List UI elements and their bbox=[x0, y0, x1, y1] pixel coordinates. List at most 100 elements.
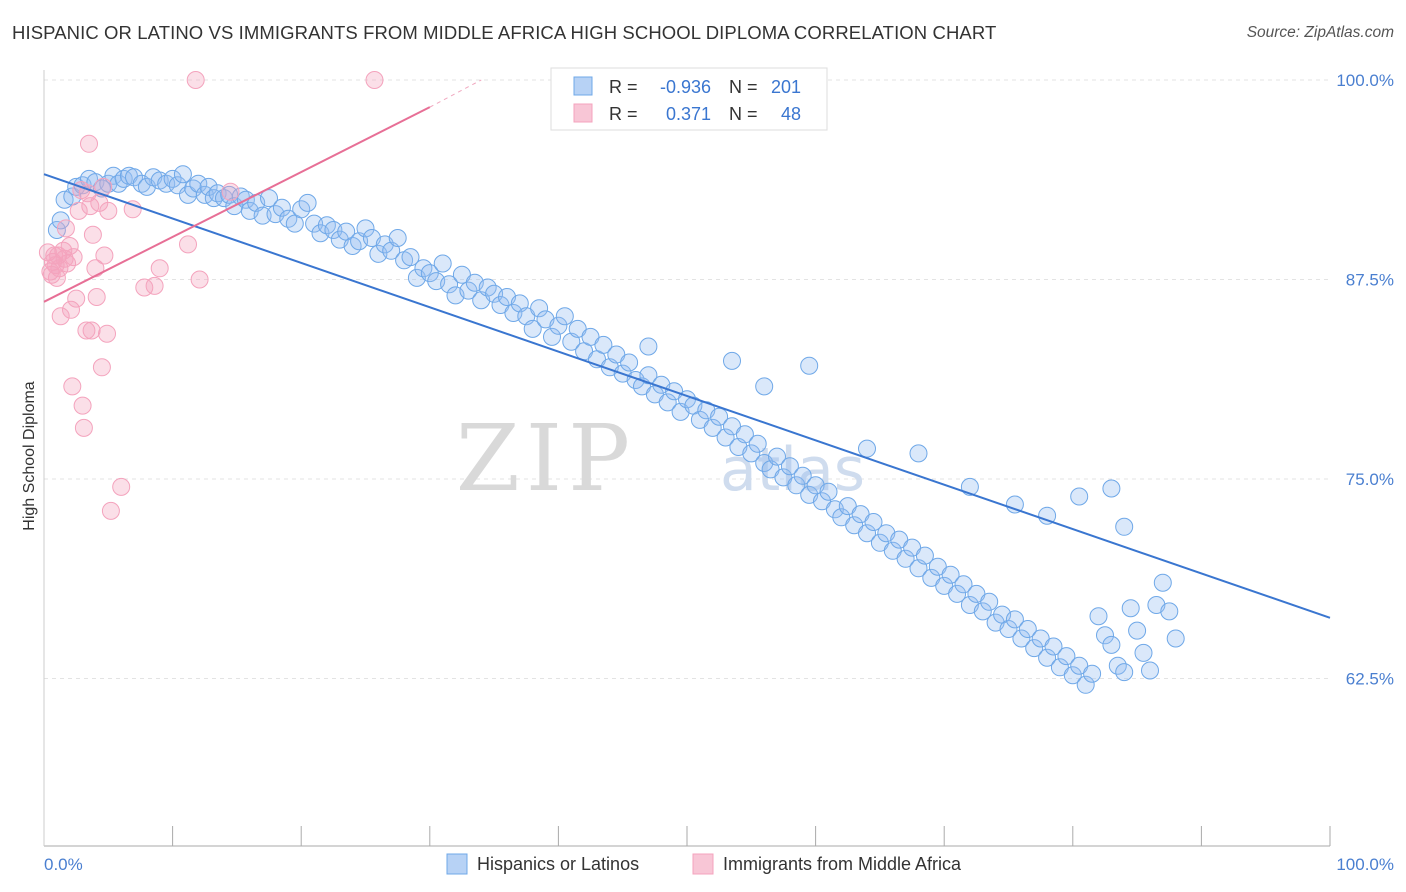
legend-r-value-blue: -0.936 bbox=[660, 77, 711, 97]
hispanic-point-15 bbox=[132, 174, 151, 193]
middle-africa-point-15 bbox=[62, 300, 80, 319]
hispanic-point-121 bbox=[793, 466, 812, 485]
middle-africa-point-19 bbox=[69, 201, 88, 220]
hispanic-trend-line bbox=[43, 173, 1331, 619]
hispanic-point-187 bbox=[1005, 495, 1024, 514]
hispanic-point-178 bbox=[1160, 602, 1179, 621]
correlation-legend: R = -0.936 N = 201 R = 0.371 N = 48 bbox=[550, 67, 828, 131]
legend-r-value-pink: 0.371 bbox=[666, 104, 711, 124]
hispanic-point-66 bbox=[440, 275, 459, 294]
hispanic-point-105 bbox=[690, 410, 709, 429]
hispanic-point-171 bbox=[1115, 663, 1134, 682]
middle-africa-point-30 bbox=[87, 288, 106, 306]
source-label: Source: ZipAtlas.com bbox=[1246, 24, 1394, 41]
hispanic-point-86 bbox=[568, 319, 587, 338]
hispanic-point-82 bbox=[543, 327, 561, 346]
hispanic-point-83 bbox=[549, 316, 568, 335]
hispanic-point-130 bbox=[851, 505, 870, 524]
middle-africa-point-28 bbox=[83, 225, 102, 244]
watermark-zip: ZIP bbox=[456, 405, 636, 512]
y-tick-label-0: 62.5% bbox=[1346, 669, 1394, 688]
hispanic-point-138 bbox=[903, 538, 922, 557]
legend-box bbox=[550, 67, 828, 131]
hispanic-point-173 bbox=[1128, 621, 1147, 640]
legend-r-label-pink: R = bbox=[609, 104, 638, 124]
hispanic-point-40 bbox=[272, 198, 291, 217]
hispanic-point-100 bbox=[658, 393, 677, 412]
middle-africa-point-27 bbox=[82, 321, 101, 340]
hispanic-point-120 bbox=[787, 476, 806, 495]
watermark: ZIP atlas bbox=[456, 405, 865, 512]
hispanic-point-44 bbox=[298, 193, 317, 212]
hispanic-point-162 bbox=[1057, 647, 1076, 666]
hispanic-point-129 bbox=[845, 516, 864, 535]
hispanic-point-117 bbox=[768, 447, 786, 466]
chart-title: HISPANIC OR LATINO VS IMMIGRANTS FROM MI… bbox=[12, 22, 997, 43]
hispanic-point-189 bbox=[1070, 487, 1089, 506]
hispanic-point-140 bbox=[915, 546, 934, 565]
middle-africa-point-9 bbox=[51, 307, 70, 326]
hispanic-point-154 bbox=[1005, 610, 1024, 629]
hispanic-point-90 bbox=[594, 335, 613, 354]
hispanic-point-37 bbox=[253, 206, 272, 225]
hispanic-point-172 bbox=[1121, 599, 1140, 618]
hispanic-point-84 bbox=[555, 307, 574, 326]
middle-africa-point-41 bbox=[145, 276, 164, 295]
hispanic-point-146 bbox=[954, 575, 973, 594]
hispanic-point-159 bbox=[1038, 648, 1057, 667]
hispanic-point-190 bbox=[1102, 479, 1121, 498]
hispanic-point-166 bbox=[1083, 664, 1102, 683]
hispanic-point-136 bbox=[890, 530, 909, 549]
hispanic-point-132 bbox=[864, 513, 883, 531]
hispanic-point-38 bbox=[260, 189, 278, 208]
hispanic-point-188 bbox=[1038, 506, 1057, 525]
hispanic-point-107 bbox=[703, 418, 722, 437]
grid-lines bbox=[44, 79, 1330, 679]
hispanic-point-158 bbox=[1031, 629, 1050, 648]
y-tick-label-3: 100.0% bbox=[1336, 71, 1394, 90]
hispanic-point-160 bbox=[1044, 637, 1063, 656]
hispanic-point-145 bbox=[948, 584, 967, 603]
middle-africa-point-14 bbox=[60, 237, 79, 255]
hispanic-point-92 bbox=[607, 345, 626, 364]
hispanic-point-110 bbox=[723, 417, 741, 436]
middle-africa-point-45 bbox=[190, 270, 209, 289]
hispanic-point-183 bbox=[800, 356, 819, 375]
middle-africa-point-44 bbox=[186, 71, 205, 89]
hispanic-point-27 bbox=[199, 177, 218, 196]
hispanic-point-137 bbox=[896, 549, 915, 568]
hispanic-point-175 bbox=[1141, 661, 1159, 680]
middle-africa-point-23 bbox=[77, 321, 96, 340]
hispanic-point-68 bbox=[452, 265, 471, 284]
hispanic-point-108 bbox=[710, 407, 729, 426]
middle-africa-point-17 bbox=[64, 248, 83, 267]
hispanic-point-94 bbox=[620, 353, 639, 372]
middle-africa-point-16 bbox=[63, 377, 82, 396]
hispanic-point-22 bbox=[173, 165, 192, 184]
hispanic-point-142 bbox=[928, 557, 947, 576]
hispanic-point-125 bbox=[819, 482, 838, 501]
hispanic-point-60 bbox=[401, 248, 420, 267]
bottom-legend-swatch-blue bbox=[446, 853, 468, 875]
legend-swatch-blue bbox=[573, 76, 593, 96]
hispanic-point-113 bbox=[742, 444, 761, 463]
hispanic-point-0 bbox=[47, 221, 66, 239]
hispanic-point-62 bbox=[414, 259, 433, 278]
middle-africa-trend-extension bbox=[429, 79, 482, 108]
y-tick-labels: 62.5% 75.0% 87.5% 100.0% bbox=[1336, 71, 1394, 688]
middle-africa-points bbox=[38, 71, 384, 520]
trend-lines bbox=[43, 79, 1331, 619]
hispanic-point-155 bbox=[1012, 629, 1031, 648]
middle-africa-point-42 bbox=[150, 259, 169, 278]
middle-africa-point-35 bbox=[98, 324, 116, 343]
hispanic-point-143 bbox=[935, 576, 954, 595]
middle-africa-point-25 bbox=[80, 134, 98, 153]
hispanic-points bbox=[47, 165, 1185, 694]
hispanic-point-29 bbox=[208, 184, 227, 203]
hispanic-point-109 bbox=[716, 428, 735, 447]
y-tick-label-2: 87.5% bbox=[1346, 270, 1394, 289]
hispanic-point-165 bbox=[1076, 675, 1095, 694]
hispanic-point-177 bbox=[1153, 573, 1172, 592]
hispanic-point-119 bbox=[780, 457, 799, 476]
bottom-legend-label-blue: Hispanics or Latinos bbox=[477, 854, 639, 874]
